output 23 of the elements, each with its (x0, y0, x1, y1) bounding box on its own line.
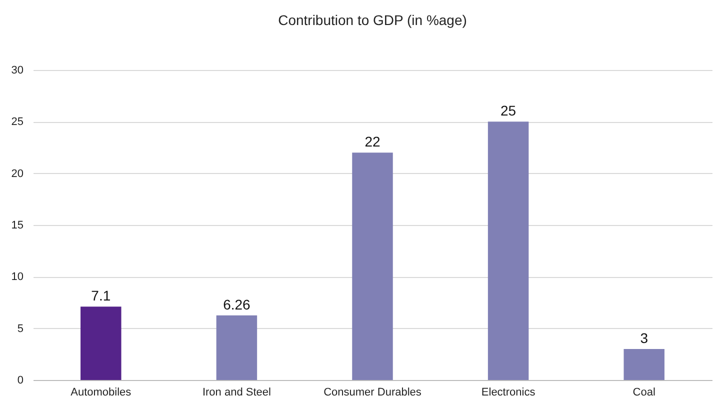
x-tick-label: Consumer Durables (324, 386, 422, 398)
x-tick-label: Electronics (481, 386, 536, 398)
x-tick-label: Automobiles (70, 386, 132, 398)
data-label: 22 (364, 134, 380, 150)
data-label: 25 (500, 102, 516, 119)
data-label: 6.26 (223, 296, 251, 312)
x-tick-label: Coal (632, 386, 656, 398)
y-tick-label: 0 (17, 374, 24, 386)
x-tick-label: Iron and Steel (202, 386, 271, 398)
y-tick-label: 20 (11, 168, 24, 180)
bar (80, 306, 122, 380)
bar (352, 152, 393, 380)
data-label: 3 (640, 330, 648, 346)
bar (624, 349, 664, 380)
y-tick-label: 5 (17, 322, 24, 335)
y-tick-label: 25 (11, 116, 24, 128)
y-tick-label: 30 (11, 64, 24, 76)
bar (216, 315, 258, 380)
bar (488, 122, 529, 380)
y-tick-label: 15 (11, 220, 24, 232)
y-tick-label: 10 (11, 271, 24, 284)
data-label: 7.1 (91, 288, 111, 304)
chart-title: Contribution to GDP (in %age) (278, 12, 467, 28)
